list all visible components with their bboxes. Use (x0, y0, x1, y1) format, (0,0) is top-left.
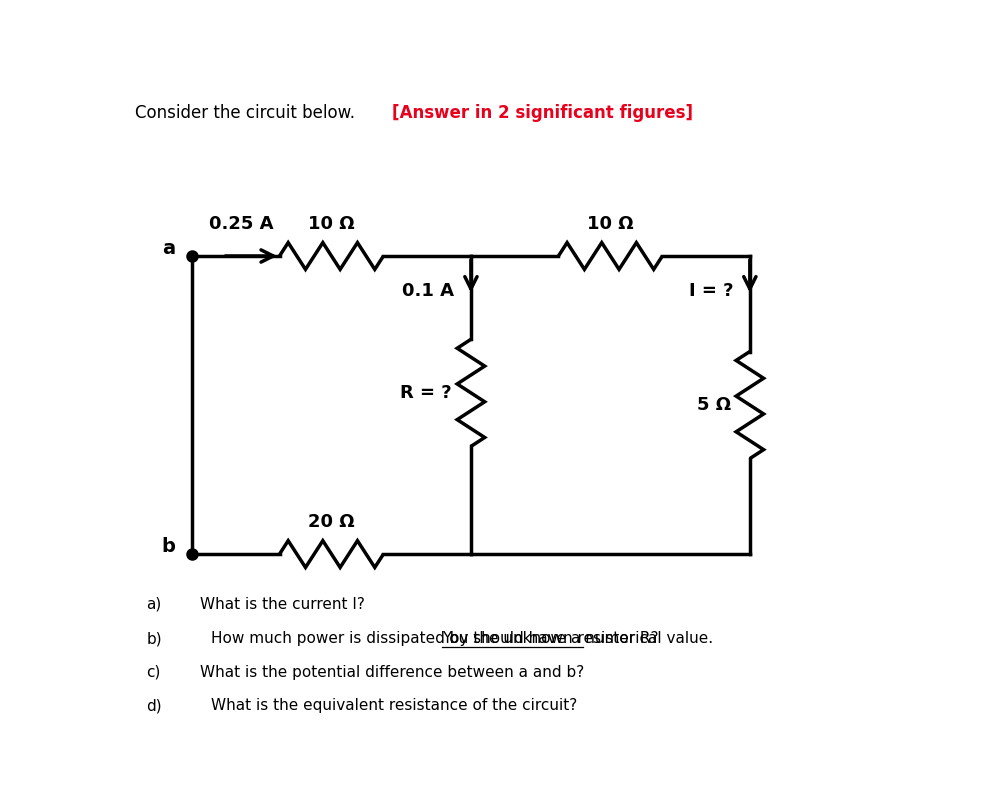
Text: What is the current I?: What is the current I? (199, 596, 365, 611)
Text: Consider the circuit below.: Consider the circuit below. (135, 104, 360, 122)
Text: a): a) (146, 596, 162, 611)
Text: What is the potential difference between a and b?: What is the potential difference between… (199, 664, 584, 679)
Text: 5 Ω: 5 Ω (697, 396, 731, 414)
Text: 0.25 A: 0.25 A (209, 215, 274, 233)
Text: R = ?: R = ? (400, 384, 452, 402)
Text: What is the equivalent resistance of the circuit?: What is the equivalent resistance of the… (211, 698, 578, 713)
Text: 20 Ω: 20 Ω (309, 513, 355, 531)
Text: 10 Ω: 10 Ω (309, 215, 355, 233)
Text: 0.1 A: 0.1 A (402, 282, 455, 300)
Text: I = ?: I = ? (688, 282, 733, 300)
Text: How much power is dissipated by the unknown resistor R?: How much power is dissipated by the unkn… (211, 631, 664, 646)
Text: d): d) (146, 698, 162, 713)
Text: You should have a numerical value.: You should have a numerical value. (442, 631, 713, 646)
Text: 10 Ω: 10 Ω (587, 215, 634, 233)
Text: [Answer in 2 significant figures]: [Answer in 2 significant figures] (392, 104, 693, 122)
Text: c): c) (146, 664, 161, 679)
Text: b: b (162, 537, 176, 556)
Text: a: a (162, 239, 176, 258)
Text: b): b) (146, 631, 162, 646)
